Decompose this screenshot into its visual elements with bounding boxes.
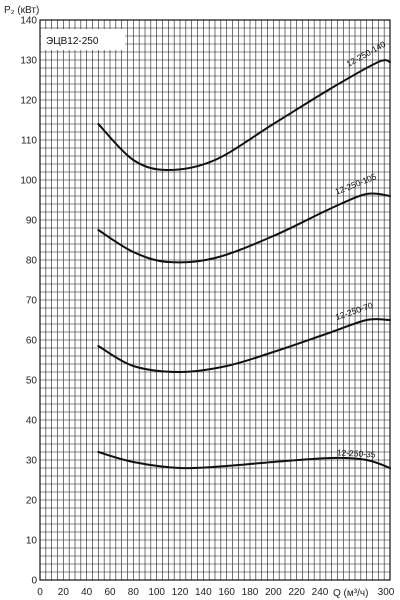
y-tick-label: 80 bbox=[26, 256, 38, 267]
grid bbox=[39, 19, 391, 581]
y-tick-label: 120 bbox=[20, 96, 37, 107]
series-label-1: 12-250-140 bbox=[344, 39, 387, 69]
x-tick-label: 80 bbox=[128, 587, 140, 598]
series-line-3 bbox=[97, 318, 391, 373]
x-tick-label: 20 bbox=[58, 587, 70, 598]
series-line-4 bbox=[97, 451, 391, 470]
x-tick-label: 140 bbox=[195, 587, 212, 598]
x-tick-label: 0 bbox=[37, 587, 43, 598]
x-axis-title: Q (м³/ч) bbox=[333, 588, 368, 599]
series-label-4: 12-250-35 bbox=[337, 447, 377, 459]
x-tick-label: 220 bbox=[288, 587, 305, 598]
y-tick-label: 50 bbox=[26, 376, 38, 387]
title-box-bg bbox=[41, 29, 125, 50]
series-line-2 bbox=[97, 192, 391, 264]
y-tick-label: 0 bbox=[31, 576, 37, 587]
curves bbox=[97, 59, 391, 470]
y-tick-label: 110 bbox=[21, 136, 37, 147]
y-tick-label: 30 bbox=[26, 456, 38, 467]
plot-frame bbox=[39, 19, 391, 581]
y-tick-label: 20 bbox=[26, 496, 38, 507]
chart-title: ЭЦВ12-250 bbox=[46, 36, 99, 47]
y-tick-label: 40 bbox=[26, 416, 38, 427]
x-tick-label: 300 bbox=[378, 587, 395, 598]
y-tick-label: 100 bbox=[20, 176, 37, 187]
y-tick-label: 140 bbox=[20, 16, 37, 27]
series-line-1 bbox=[97, 59, 391, 171]
x-tick-label: 100 bbox=[148, 587, 165, 598]
x-tick-label: 180 bbox=[242, 587, 259, 598]
y-tick-label: 70 bbox=[26, 296, 38, 307]
y-axis-title: P₂ (кВт) bbox=[4, 5, 39, 16]
x-tick-label: 60 bbox=[104, 587, 116, 598]
x-tick-label: 40 bbox=[81, 587, 93, 598]
tick-labels: 0 10 20 30 40 50 60 70 80 90 100 110 120 130 140 0 20 40 6… bbox=[20, 16, 394, 599]
y-tick-label: 10 bbox=[26, 536, 38, 547]
y-tick-label: 90 bbox=[26, 216, 38, 227]
x-tick-label: 200 bbox=[265, 587, 282, 598]
x-tick-label: 160 bbox=[218, 587, 235, 598]
y-tick-label: 60 bbox=[26, 336, 38, 347]
x-tick-label: 120 bbox=[172, 587, 189, 598]
y-tick-label: 130 bbox=[20, 56, 37, 67]
x-tick-label: 240 bbox=[312, 587, 329, 598]
